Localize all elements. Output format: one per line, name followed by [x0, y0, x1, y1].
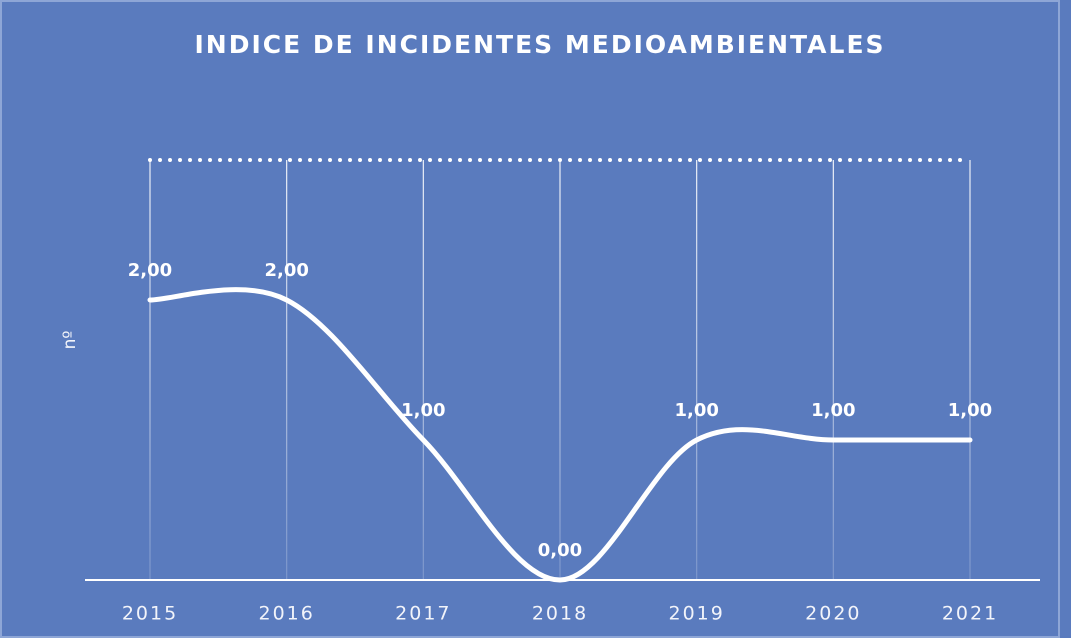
chart-title: INDICE DE INCIDENTES MEDIOAMBIENTALES	[194, 30, 885, 59]
x-tick-label: 2015	[122, 603, 178, 625]
value-label: 2,00	[264, 260, 308, 281]
category-line	[969, 160, 971, 580]
x-tick-label: 2019	[668, 603, 724, 625]
value-label: 1,00	[948, 400, 992, 421]
value-label: 0,00	[538, 540, 582, 561]
y-axis-label: nº	[60, 331, 80, 350]
x-tick-label: 2020	[805, 603, 861, 625]
data-line	[147, 287, 973, 583]
category-line	[559, 160, 561, 580]
x-tick-label: 2021	[942, 603, 998, 625]
category-line	[422, 160, 424, 580]
x-tick-label: 2017	[395, 603, 451, 625]
value-label: 1,00	[674, 400, 718, 421]
x-tick-label: 2016	[258, 603, 314, 625]
category-line	[286, 160, 288, 580]
value-label: 1,00	[811, 400, 855, 421]
value-label: 2,00	[128, 260, 172, 281]
category-line	[696, 160, 698, 580]
category-line	[149, 160, 151, 580]
value-label: 1,00	[401, 400, 445, 421]
x-tick-label: 2018	[532, 603, 588, 625]
category-line	[832, 160, 834, 580]
